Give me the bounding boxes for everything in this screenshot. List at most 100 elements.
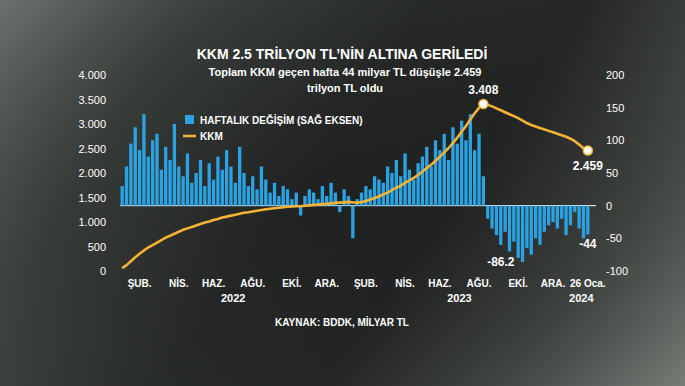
- bar: [512, 206, 515, 242]
- bar: [464, 140, 467, 205]
- bar: [569, 206, 572, 226]
- bar: [503, 206, 506, 232]
- bar: [408, 170, 411, 206]
- bar: [251, 176, 254, 205]
- y-tick-label: 3.000: [78, 118, 106, 130]
- bar: [208, 163, 211, 205]
- plot-area: [121, 104, 590, 268]
- y-tick-label: 500: [88, 241, 106, 253]
- x-group-label: 2024: [569, 292, 594, 304]
- bar: [264, 180, 267, 206]
- bar: [538, 206, 541, 245]
- legend-label: KKM: [200, 131, 223, 142]
- bar: [147, 157, 150, 206]
- y-tick-label: 3.500: [78, 94, 106, 106]
- bar: [255, 189, 258, 205]
- bar: [434, 140, 437, 205]
- bar-series: [121, 114, 590, 262]
- data-label: 2.459: [573, 159, 603, 173]
- bar: [490, 206, 493, 229]
- bar: [443, 134, 446, 206]
- bar: [499, 206, 502, 245]
- bar: [521, 206, 524, 262]
- legend-swatch: [183, 135, 196, 138]
- bar: [286, 189, 289, 205]
- bar: [547, 206, 550, 226]
- bar: [212, 180, 215, 206]
- bar: [582, 206, 585, 239]
- bar: [155, 134, 158, 206]
- bar: [295, 193, 298, 206]
- x-tick-label: AĞU.: [240, 277, 265, 289]
- bar: [556, 206, 559, 229]
- bar: [416, 163, 419, 205]
- bar: [303, 196, 306, 206]
- legend: HAFTALIK DEĞİŞİM (SAĞ EKSEN) KKM: [183, 114, 363, 142]
- y2-tick-label: 150: [606, 102, 624, 114]
- y-tick-label: 0: [100, 265, 106, 277]
- bar: [203, 186, 206, 206]
- data-labels: -86.2-443.4082.459: [468, 83, 603, 269]
- bar: [373, 176, 376, 205]
- legend-label: HAFTALIK DEĞİŞİM (SAĞ EKSEN): [200, 114, 363, 126]
- bar: [242, 173, 245, 206]
- bar: [129, 144, 132, 206]
- bar: [564, 206, 567, 235]
- bar: [338, 206, 341, 213]
- bar: [530, 206, 533, 255]
- y-tick-label: 4.000: [78, 69, 106, 81]
- bar: [186, 153, 189, 205]
- point-marker: [479, 100, 488, 109]
- bar: [199, 160, 202, 206]
- bar: [364, 186, 367, 206]
- x-group-label: 2023: [447, 292, 471, 304]
- subtitle: Toplam KKM geçen hafta 44 milyar TL düşü…: [198, 64, 492, 96]
- x-group-label: 2022: [221, 292, 245, 304]
- bar: [273, 183, 276, 206]
- x-tick-label: ŞUB.: [128, 278, 152, 289]
- bar: [234, 183, 237, 206]
- bar: [168, 160, 171, 206]
- bar: [290, 199, 293, 206]
- bar: [377, 180, 380, 206]
- bar: [160, 170, 163, 206]
- data-label: 3.408: [468, 83, 498, 97]
- bar: [125, 166, 128, 205]
- bar: [560, 206, 563, 219]
- bar: [360, 193, 363, 206]
- bar: [268, 193, 271, 206]
- bar: [177, 166, 180, 205]
- bar: [277, 196, 280, 206]
- x-tick-label: ŞUB.: [354, 278, 378, 289]
- y2-tick-label: -50: [606, 232, 622, 244]
- bar: [534, 206, 537, 239]
- bar: [421, 157, 424, 206]
- bar: [543, 206, 546, 232]
- bar: [138, 150, 141, 206]
- y2-tick-label: 0: [606, 200, 612, 212]
- bar: [151, 140, 154, 205]
- bar: [395, 160, 398, 206]
- line: [122, 104, 588, 268]
- y2-tick-label: -100: [606, 265, 628, 277]
- x-tick-label: HAZ.: [428, 278, 452, 289]
- data-label: -44: [579, 237, 597, 251]
- bar: [469, 114, 472, 205]
- bar: [508, 206, 511, 252]
- bar: [164, 147, 167, 206]
- x-tick-label: NİS.: [169, 277, 189, 289]
- bar: [216, 157, 219, 206]
- x-tick-label: 26 Oca.: [570, 278, 606, 289]
- chart: 05001.0001.5002.0002.5003.0003.5004.000-…: [0, 0, 685, 386]
- bar: [447, 160, 450, 206]
- bar: [321, 186, 324, 206]
- bar: [517, 206, 520, 258]
- y-tick-label: 1.000: [78, 216, 106, 228]
- x-tick-label: NİS.: [395, 277, 415, 289]
- bar: [577, 206, 580, 229]
- bar: [477, 134, 480, 206]
- bar: [351, 206, 354, 239]
- bar: [386, 166, 389, 205]
- bar: [425, 147, 428, 206]
- bar: [586, 206, 589, 235]
